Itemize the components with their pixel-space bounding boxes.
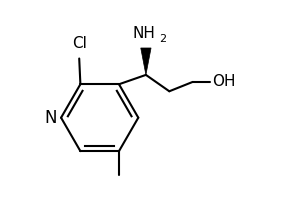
Text: OH: OH xyxy=(213,74,236,89)
Text: 2: 2 xyxy=(159,34,166,44)
Text: Cl: Cl xyxy=(72,37,87,51)
Text: N: N xyxy=(44,109,57,127)
Polygon shape xyxy=(141,48,151,75)
Text: NH: NH xyxy=(132,26,155,41)
